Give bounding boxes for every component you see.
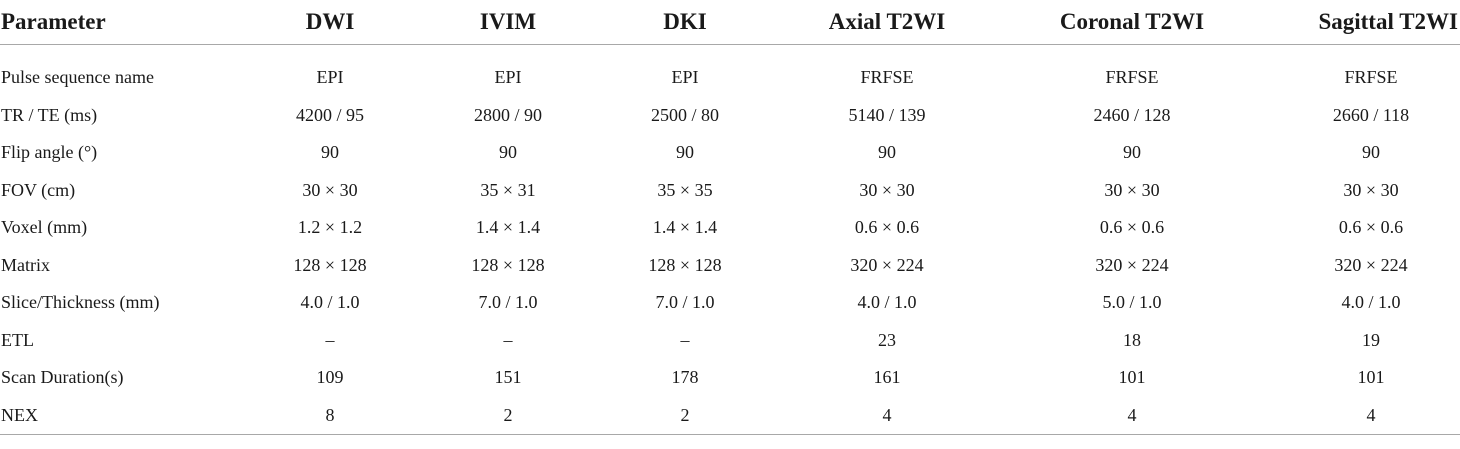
table-row: Voxel (mm) 1.2 × 1.2 1.4 × 1.4 1.4 × 1.4 0.6… — [0, 209, 1460, 247]
cell-ivim: 90 — [499, 142, 517, 163]
cell-ivim: 35 × 31 — [480, 179, 536, 200]
header-coronal-t2wi: Coronal T2WI — [1000, 0, 1264, 45]
cell-dwi: – — [325, 329, 335, 350]
cell-ivim: 2800 / 90 — [473, 104, 542, 125]
cell-coronal-t2wi: FRFSE — [1105, 67, 1159, 88]
cell-coronal-t2wi: 18 — [1123, 329, 1141, 350]
cell-sagittal-t2wi: 2660 / 118 — [1332, 104, 1410, 125]
header-ivim: IVIM — [420, 0, 596, 45]
cell-axial-t2wi: 4.0 / 1.0 — [857, 292, 917, 313]
cell-sagittal-t2wi: FRFSE — [1344, 67, 1398, 88]
cell-dki: 35 × 35 — [657, 179, 713, 200]
cell-dwi: EPI — [316, 67, 344, 88]
cell-dki: – — [680, 329, 690, 350]
cell-dki: 1.4 × 1.4 — [652, 217, 718, 238]
cell-dki: EPI — [671, 67, 699, 88]
cell-axial-t2wi: 161 — [873, 367, 901, 388]
cell-coronal-t2wi: 30 × 30 — [1104, 179, 1160, 200]
cell-sagittal-t2wi: 0.6 × 0.6 — [1338, 217, 1404, 238]
cell-coronal-t2wi: 101 — [1118, 367, 1146, 388]
cell-ivim: 1.4 × 1.4 — [475, 217, 541, 238]
cell-dki: 128 × 128 — [648, 254, 722, 275]
cell-dwi: 1.2 × 1.2 — [297, 217, 363, 238]
header-parameter: Parameter — [0, 0, 240, 45]
cell-sagittal-t2wi: 19 — [1362, 329, 1380, 350]
cell-axial-t2wi: 4 — [774, 396, 1000, 435]
cell-dwi: 4200 / 95 — [295, 104, 364, 125]
table-row: FOV (cm) 30 × 30 35 × 31 35 × 35 30 × 30 30 ×… — [0, 172, 1460, 210]
table-row: TR / TE (ms) 4200 / 95 2800 / 90 2500 / 80 5… — [0, 97, 1460, 135]
cell-dwi: 90 — [321, 142, 339, 163]
cell-dwi: 109 — [316, 367, 344, 388]
cell-axial-t2wi: FRFSE — [860, 67, 914, 88]
cell-coronal-t2wi: 2460 / 128 — [1093, 104, 1171, 125]
cell-sagittal-t2wi: 320 × 224 — [1334, 254, 1408, 275]
cell-sagittal-t2wi: 101 — [1357, 367, 1385, 388]
table-row: NEX 8 2 2 4 4 4 — [0, 396, 1460, 435]
header-sagittal-t2wi: Sagittal T2WI — [1264, 0, 1460, 45]
cell-parameter: TR / TE (ms) — [1, 104, 98, 125]
cell-coronal-t2wi: 320 × 224 — [1095, 254, 1169, 275]
cell-dwi: 8 — [240, 396, 420, 435]
cell-axial-t2wi: 30 × 30 — [859, 179, 915, 200]
cell-ivim: 7.0 / 1.0 — [478, 292, 538, 313]
table-row: ETL – – – 23 18 19 — [0, 322, 1460, 360]
cell-axial-t2wi: 90 — [878, 142, 896, 163]
table-row: Matrix 128 × 128 128 × 128 128 × 128 320 × 2… — [0, 247, 1460, 285]
cell-coronal-t2wi: 0.6 × 0.6 — [1099, 217, 1165, 238]
cell-coronal-t2wi: 90 — [1123, 142, 1141, 163]
cell-ivim: EPI — [494, 67, 522, 88]
cell-ivim: 128 × 128 — [471, 254, 545, 275]
cell-parameter: Scan Duration(s) — [1, 367, 124, 388]
cell-ivim: 151 — [494, 367, 522, 388]
cell-parameter: Flip angle (°) — [1, 142, 98, 163]
cell-parameter: Voxel (mm) — [1, 217, 88, 238]
cell-dki: 90 — [676, 142, 694, 163]
cell-ivim: 2 — [420, 396, 596, 435]
cell-sagittal-t2wi: 90 — [1362, 142, 1380, 163]
cell-dki: 7.0 / 1.0 — [655, 292, 715, 313]
header-dwi: DWI — [240, 0, 420, 45]
cell-parameter: ETL — [1, 329, 34, 350]
table-header-row: Parameter DWI IVIM DKI Axial T2WI Corona… — [0, 0, 1460, 45]
cell-dwi: 30 × 30 — [302, 179, 358, 200]
mri-parameter-table: Parameter DWI IVIM DKI Axial T2WI Corona… — [0, 0, 1460, 435]
cell-sagittal-t2wi: 30 × 30 — [1343, 179, 1399, 200]
cell-dki: 2 — [596, 396, 774, 435]
table-row: Slice/Thickness (mm) 4.0 / 1.0 7.0 / 1.0 7.… — [0, 284, 1460, 322]
table-row: Scan Duration(s) 109 151 178 161 101 101 — [0, 359, 1460, 397]
cell-sagittal-t2wi: 4 — [1264, 396, 1460, 435]
cell-axial-t2wi: 0.6 × 0.6 — [854, 217, 920, 238]
cell-ivim: – — [503, 329, 513, 350]
cell-parameter: Matrix — [1, 254, 50, 275]
cell-parameter: NEX — [0, 396, 240, 435]
cell-parameter: FOV (cm) — [1, 179, 76, 200]
cell-coronal-t2wi: 4 — [1000, 396, 1264, 435]
header-dki: DKI — [596, 0, 774, 45]
cell-dki: 2500 / 80 — [650, 104, 719, 125]
cell-coronal-t2wi: 5.0 / 1.0 — [1102, 292, 1162, 313]
cell-axial-t2wi: 23 — [878, 329, 896, 350]
cell-parameter: Slice/Thickness (mm) — [1, 292, 160, 313]
cell-axial-t2wi: 320 × 224 — [850, 254, 924, 275]
header-axial-t2wi: Axial T2WI — [774, 0, 1000, 45]
cell-axial-t2wi: 5140 / 139 — [848, 104, 926, 125]
cell-dki: 178 — [671, 367, 699, 388]
cell-dwi: 4.0 / 1.0 — [300, 292, 360, 313]
table-row: Pulse sequence name EPI EPI EPI FRFSE FRFSE FR… — [0, 59, 1460, 97]
cell-sagittal-t2wi: 4.0 / 1.0 — [1341, 292, 1401, 313]
table-row: Flip angle (°) 90 90 90 90 90 90 — [0, 134, 1460, 172]
cell-dwi: 128 × 128 — [293, 254, 367, 275]
cell-parameter: Pulse sequence name — [1, 67, 154, 88]
